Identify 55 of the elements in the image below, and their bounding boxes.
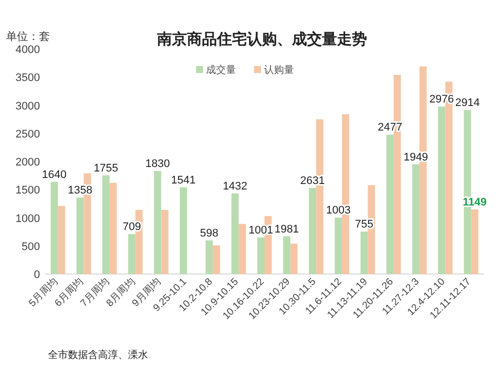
- bar: [386, 134, 394, 274]
- bar: [290, 244, 298, 274]
- bar: [50, 182, 58, 274]
- chart-title: 南京商品住宅认购、成交量走势: [156, 30, 367, 48]
- data-label: 2976: [429, 94, 454, 106]
- bar: [231, 193, 239, 274]
- bar: [76, 198, 84, 274]
- y-tick-label: 500: [22, 240, 40, 253]
- bar: [238, 224, 246, 274]
- text: 全市数据含高淳、溧水: [48, 349, 148, 361]
- legend-label: 成交量: [206, 64, 236, 76]
- bar: [257, 237, 264, 274]
- bar: [128, 234, 136, 274]
- bar: [58, 206, 66, 274]
- data-label: 755: [355, 218, 374, 231]
- bar: [283, 236, 290, 274]
- y-tick-label: 2500: [16, 128, 40, 140]
- annotation: 2631: [300, 174, 325, 187]
- legend-label: 认购量: [264, 64, 294, 76]
- y-tick-label: 1000: [16, 212, 40, 225]
- bar: [110, 182, 117, 274]
- annotation: 1001: [248, 224, 274, 236]
- bar: [360, 232, 368, 274]
- y-tick-label: 3000: [16, 100, 40, 112]
- y-tick-label: 2000: [16, 156, 40, 168]
- bar: [412, 164, 420, 274]
- data-label: 2477: [378, 122, 402, 134]
- y-tick-label: 3500: [16, 72, 40, 84]
- bar: [438, 106, 446, 274]
- bar: [102, 175, 110, 274]
- data-label: 1432: [222, 180, 248, 192]
- bar: [308, 188, 316, 274]
- data-label: 1830: [145, 158, 170, 170]
- data-label: 1755: [94, 162, 118, 174]
- y-tick-label: 0: [34, 269, 40, 281]
- y-tick-label: 4000: [16, 44, 40, 56]
- data-label: 1541: [171, 174, 196, 186]
- data-label: 2914: [455, 97, 480, 110]
- bar: [180, 187, 188, 274]
- bar: [334, 218, 342, 274]
- data-label: 1358: [68, 184, 92, 197]
- bar: [161, 210, 168, 274]
- bar: [471, 209, 478, 274]
- bar: [212, 245, 220, 274]
- data-label: 1003: [326, 204, 351, 217]
- data-label: 1640: [42, 168, 67, 181]
- data-label: 598: [200, 227, 218, 240]
- bar: [154, 171, 162, 274]
- y-axis-title: 单位：套: [6, 30, 50, 43]
- data-label: 1949: [404, 151, 428, 164]
- annotation: 1981: [274, 223, 299, 236]
- data-label: 1149: [462, 196, 487, 208]
- data-label: 709: [122, 221, 141, 234]
- bar: [206, 240, 213, 274]
- y-tick-label: 1500: [16, 184, 40, 197]
